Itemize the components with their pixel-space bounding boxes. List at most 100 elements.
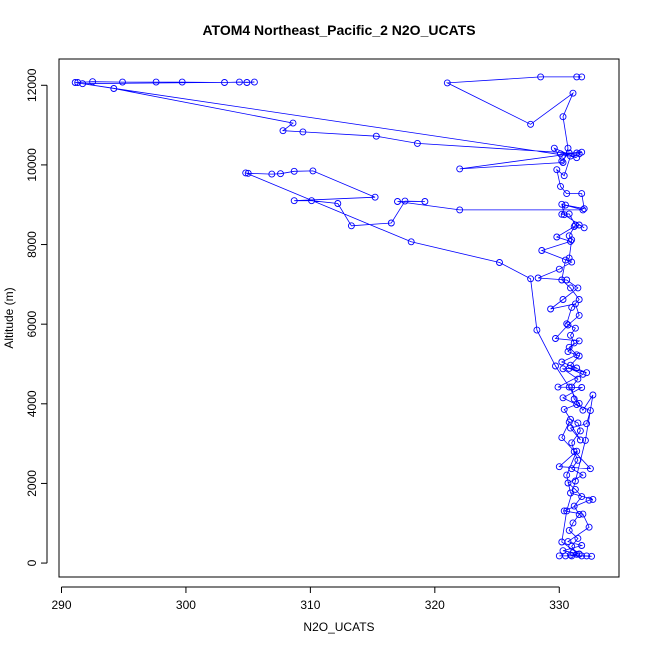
data-point	[564, 348, 572, 356]
data-point	[576, 427, 584, 435]
data-point	[571, 324, 579, 332]
data-point	[558, 200, 566, 208]
data-point	[538, 247, 546, 254]
data-point	[570, 395, 578, 403]
data-point	[575, 550, 583, 558]
data-point	[579, 471, 587, 479]
data-point	[443, 79, 451, 87]
data-point	[534, 274, 542, 282]
data-point	[588, 552, 596, 560]
x-axis: 290 300 310 320 330	[51, 586, 570, 612]
data-point	[567, 551, 574, 559]
data-point	[576, 436, 584, 444]
data-point	[568, 258, 576, 266]
data-point	[586, 407, 594, 415]
data-point	[456, 165, 464, 173]
data-point	[308, 197, 316, 205]
y-axis-label: Altitude (m)	[2, 287, 16, 348]
data-point	[575, 337, 583, 345]
data-point	[563, 507, 571, 515]
data-point	[568, 383, 576, 391]
data-point	[309, 167, 317, 175]
y-tick-label: 10000	[25, 148, 39, 182]
data-point	[571, 221, 579, 229]
data-point	[562, 256, 569, 264]
data-point	[565, 364, 573, 372]
data-point	[578, 493, 586, 501]
data-point	[527, 120, 535, 128]
data-point	[563, 276, 571, 284]
data-point	[568, 236, 576, 244]
data-point	[79, 80, 87, 88]
data-point	[244, 169, 252, 177]
data-point	[558, 210, 566, 218]
data-point	[570, 502, 578, 510]
data-point	[567, 284, 574, 292]
data-point	[568, 465, 576, 473]
data-point	[110, 85, 118, 92]
data-point	[334, 200, 342, 207]
y-tick-label: 8000	[25, 231, 39, 258]
data-point	[565, 210, 573, 218]
data-point	[290, 197, 298, 205]
data-point	[567, 489, 574, 497]
data-point	[589, 495, 597, 503]
data-point	[573, 73, 581, 81]
data-point	[580, 205, 588, 213]
data-point	[558, 276, 566, 284]
data-point	[178, 78, 186, 86]
data-point	[585, 496, 593, 504]
data-point	[579, 370, 587, 378]
data-point	[235, 78, 243, 86]
data-point	[583, 369, 591, 377]
data-point	[569, 89, 577, 97]
data-point	[571, 485, 579, 493]
data-point	[558, 157, 566, 165]
data-point	[413, 139, 421, 147]
data-point	[371, 193, 379, 201]
data-point	[562, 201, 569, 209]
data-point	[243, 79, 251, 86]
data-point	[569, 549, 577, 557]
data-point	[586, 465, 594, 473]
data-point	[574, 419, 582, 427]
data-point	[560, 172, 568, 180]
data-point	[547, 305, 555, 313]
x-tick-label: 320	[425, 598, 445, 612]
data-point	[574, 456, 582, 464]
data-point	[559, 394, 567, 402]
data-point	[552, 362, 559, 370]
data-point	[570, 448, 578, 456]
data-point	[372, 132, 380, 140]
data-point	[567, 361, 574, 369]
data-point	[585, 523, 593, 531]
data-point	[578, 384, 586, 391]
series-layer	[71, 73, 597, 560]
data-point	[565, 383, 573, 391]
data-point	[583, 552, 591, 560]
y-tick-label: 2000	[25, 470, 39, 497]
data-point	[589, 391, 597, 399]
data-point	[583, 420, 591, 428]
data-point	[289, 119, 297, 127]
data-point	[565, 343, 573, 351]
x-tick-label: 300	[176, 598, 196, 612]
data-point	[578, 148, 586, 156]
chart-title: ATOM4 Northeast_Pacific_2 N2O_UCATS	[202, 22, 475, 38]
data-point	[575, 311, 583, 319]
data-point	[555, 265, 563, 273]
data-point	[550, 144, 558, 152]
data-point	[574, 534, 582, 542]
data-point	[567, 237, 574, 245]
data-point	[553, 233, 561, 241]
data-point	[558, 358, 566, 366]
y-tick-label: 6000	[25, 311, 39, 338]
data-point	[579, 406, 587, 414]
data-point	[527, 275, 535, 283]
data-point	[579, 206, 587, 214]
data-point	[74, 79, 82, 86]
data-point	[559, 547, 567, 555]
y-axis: 0 2000 4000 6000 8000 10000 12000	[25, 68, 48, 566]
data-point	[554, 383, 562, 391]
